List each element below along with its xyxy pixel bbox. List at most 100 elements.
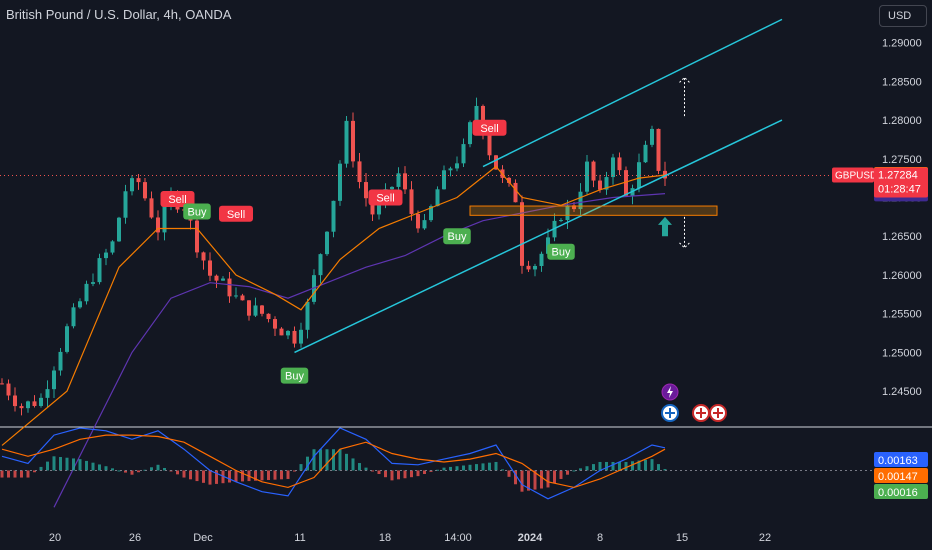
macd-histogram-bar	[520, 470, 524, 492]
lightning-icon	[661, 383, 679, 401]
candle-body	[351, 120, 355, 162]
macd-histogram-bar	[182, 470, 186, 478]
candle-body	[598, 180, 602, 190]
sell-signal-label: Sell	[168, 194, 186, 206]
candle-body	[643, 144, 648, 163]
candle-body	[71, 307, 76, 327]
macd-histogram-bar	[312, 449, 316, 471]
candle-body	[409, 189, 414, 214]
candle-body	[26, 401, 30, 409]
macd-histogram-bar	[624, 461, 628, 471]
candle-body	[357, 161, 362, 183]
candle-body	[344, 120, 349, 164]
macd-histogram-bar	[65, 457, 69, 471]
candle-body	[0, 383, 4, 385]
sell-signal: Sell	[472, 119, 507, 136]
macd-histogram-bar	[7, 470, 10, 478]
macd-histogram-bar	[650, 459, 654, 471]
macd-signal-line	[1, 434, 666, 489]
macd-histogram-bar	[384, 470, 387, 478]
macd-histogram-bar	[46, 461, 49, 471]
time-axis[interactable]: 20 26 Dec 11 18 14:00 2024 8 15 22	[49, 532, 771, 544]
macd-histogram-bar	[475, 464, 478, 471]
candle-body	[227, 278, 232, 297]
buy-signal-box	[443, 228, 471, 245]
candle-body	[195, 220, 199, 253]
candle-body	[162, 205, 167, 233]
flag-icon	[661, 404, 679, 422]
time-tick-label: 8	[597, 532, 603, 544]
candle-body	[156, 217, 160, 233]
event-icons	[661, 383, 727, 422]
macd-histogram-bar	[254, 470, 257, 481]
macd-histogram-bar	[338, 449, 342, 471]
candle-body	[331, 200, 336, 232]
candle-body	[442, 170, 446, 190]
candle-body	[110, 241, 115, 253]
macd-histogram-bar	[52, 456, 56, 471]
macd-histogram-bar	[299, 464, 303, 471]
sell-signal-label: Sell	[480, 123, 498, 135]
up-arrow-icon	[658, 216, 672, 237]
candle-body	[487, 134, 492, 156]
candle-body	[299, 329, 303, 344]
candle-body	[266, 313, 271, 320]
macd-histogram-bar	[533, 470, 537, 490]
time-tick-label: 15	[676, 532, 688, 544]
macd-histogram-bar	[117, 470, 121, 472]
macd-histogram-bar	[494, 461, 498, 471]
time-tick-label: 14:00	[444, 532, 472, 544]
macd-histogram-bar	[553, 470, 556, 484]
macd-histogram-bar	[657, 464, 660, 471]
price-tick-label: 1.25000	[882, 347, 922, 359]
channel-lower-line	[294, 119, 783, 354]
candle-body	[507, 177, 511, 183]
buy-signal-label: Buy	[285, 371, 304, 383]
candle-body	[565, 205, 570, 221]
candle-body	[325, 231, 329, 255]
candle-body	[403, 173, 407, 190]
macd-value-text: 0.00016	[878, 487, 918, 499]
candle-body	[578, 191, 583, 210]
candle-body	[58, 351, 63, 371]
macd-histogram-bar	[260, 470, 264, 481]
macd-histogram-bar	[611, 461, 615, 471]
macd-histogram-bar	[429, 470, 433, 472]
macd-histogram-bar	[501, 469, 504, 471]
sell-signal-box	[472, 119, 507, 136]
macd-histogram-bar	[403, 470, 407, 479]
candle-body	[130, 178, 134, 192]
time-tick-label: 2024	[518, 532, 543, 544]
candle-body	[455, 163, 459, 169]
sell-signal: Sell	[160, 191, 195, 208]
candle-body	[19, 406, 24, 409]
candle-body	[214, 275, 219, 281]
buy-signal: Buy	[547, 243, 575, 260]
macd-histogram-bar	[559, 470, 563, 479]
macd-histogram-bar	[572, 470, 576, 472]
candle-body	[650, 128, 654, 145]
macd-histogram-bar	[540, 470, 543, 489]
macd-histogram-bar	[13, 470, 17, 478]
candle-body	[136, 178, 141, 183]
macd-histogram-bar	[293, 470, 296, 472]
macd-histogram-bar	[59, 457, 62, 471]
candle-body	[448, 168, 453, 171]
macd-histogram-bar	[527, 470, 530, 491]
candle-body	[474, 105, 479, 123]
candle-body	[513, 182, 518, 203]
price-axis[interactable]: 1.290001.285001.280001.275001.270001.265…	[832, 38, 928, 399]
sell-signal-label: Sell	[376, 193, 394, 205]
candle-body	[240, 295, 245, 301]
macd-histogram-bar	[20, 470, 23, 478]
lightning-icon-glyph	[667, 386, 673, 398]
candle-body	[123, 191, 128, 218]
macd-histogram-bar	[189, 470, 192, 480]
candle-body	[45, 389, 50, 398]
candles-layer	[0, 97, 932, 428]
candle-body	[461, 144, 466, 164]
sell-signal-box	[219, 205, 253, 222]
candle-body	[422, 220, 427, 229]
currency-selector[interactable]: USD	[879, 5, 927, 27]
